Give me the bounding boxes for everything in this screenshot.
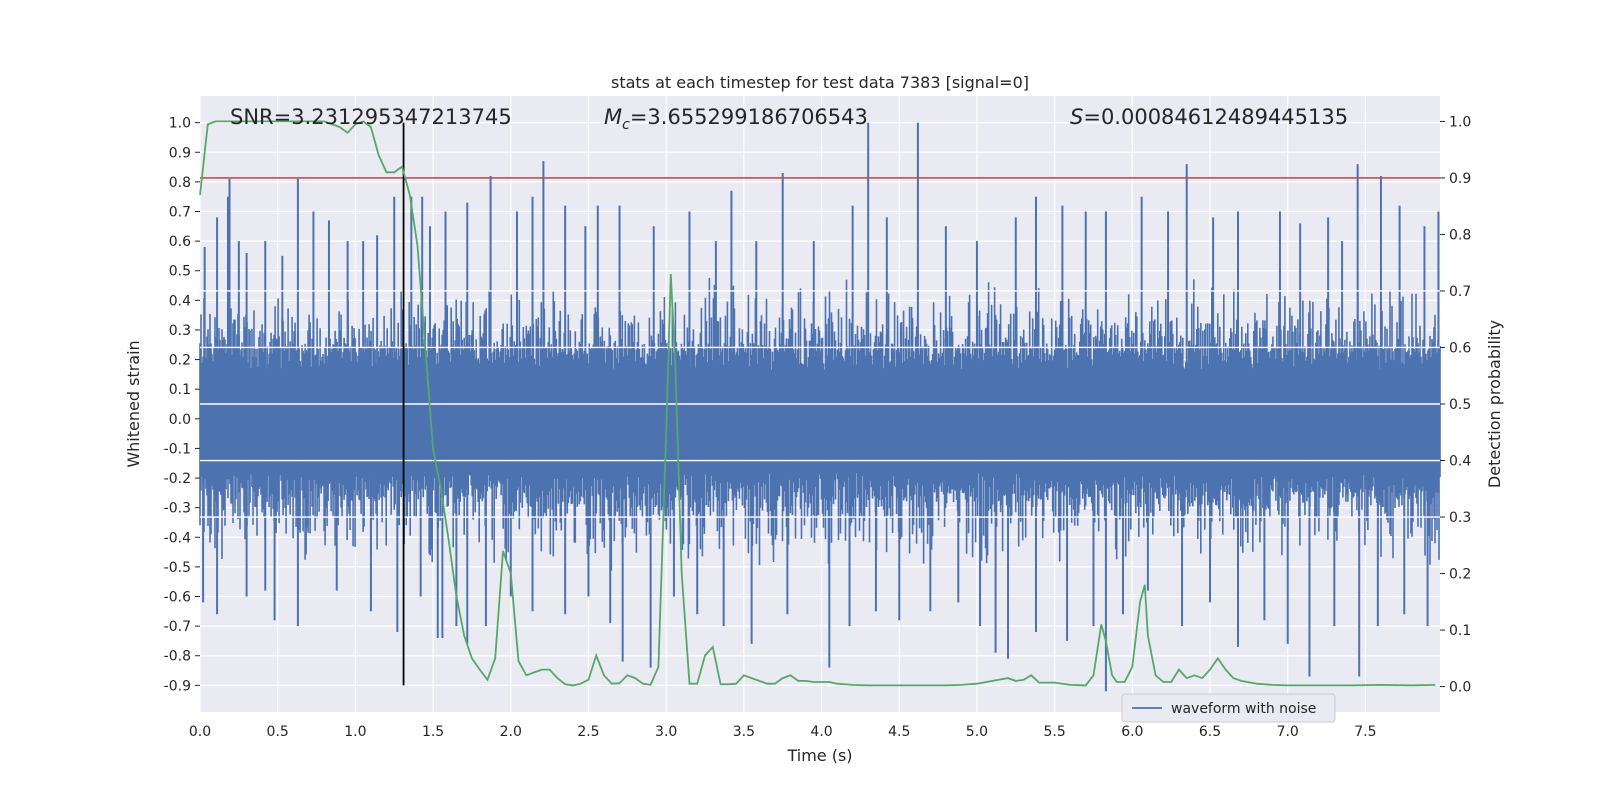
x-tick-label: 5.5: [1044, 724, 1066, 740]
x-tick-label: 1.0: [344, 724, 366, 740]
x-tick-label: 4.5: [888, 724, 910, 740]
y-right-tick-label: 0.3: [1449, 510, 1471, 526]
y-right-tick-label: 0.8: [1449, 227, 1471, 243]
y-left-tick-label: -0.7: [164, 619, 191, 635]
y-right-tick-label: 0.7: [1449, 284, 1471, 300]
legend-box: [1121, 693, 1336, 723]
y-right-axis-ticks: 1.0 0.9 0.8 0.7 0.6 0.5 0.4 0.3 0.2 0.1 0.0: [1440, 114, 1471, 696]
x-tick-label: 6.5: [1199, 724, 1221, 740]
y-right-tick-label: 0.4: [1449, 454, 1471, 470]
y-right-tick-label: 0.0: [1449, 680, 1471, 696]
chirp-mass-subscript: c: [622, 117, 630, 133]
y-left-tick-label: -0.9: [164, 678, 191, 694]
y-left-tick-label: 0.4: [169, 293, 191, 309]
chirp-mass-symbol: M: [604, 105, 622, 129]
x-tick-label: 4.0: [810, 724, 832, 740]
x-tick-label: 0.5: [267, 724, 289, 740]
x-tick-label: 3.5: [733, 724, 755, 740]
chart-title: stats at each timestep for test data 738…: [611, 73, 1029, 92]
waveform-noise-band: [199, 277, 1441, 571]
y-right-tick-label: 0.6: [1449, 340, 1471, 356]
y-left-tick-label: 0.0: [169, 412, 191, 428]
y-left-tick-label: -0.1: [164, 441, 191, 457]
chirp-mass-annotation: Mc=3.655299186706543: [604, 105, 868, 133]
legend: waveform with noise: [1121, 693, 1336, 723]
x-axis-ticks: 0.0 0.5 1.0 1.5 2.0 2.5 3.0 3.5 4.0 4.5 5.0 5.5 6.0 6…: [189, 724, 1377, 740]
y-left-tick-label: -0.2: [164, 471, 191, 487]
x-tick-label: 2.5: [577, 724, 599, 740]
y-left-tick-label: 0.7: [169, 205, 191, 221]
y-left-tick-label: -0.5: [164, 560, 191, 576]
waveform-spikes: [200, 122, 1440, 692]
y-left-tick-label: 0.1: [169, 382, 191, 398]
x-tick-label: 7.5: [1354, 724, 1376, 740]
waveform-core: [200, 374, 1440, 468]
y-right-tick-label: 0.9: [1449, 171, 1471, 187]
y-left-tick-label: 0.2: [169, 353, 191, 369]
x-tick-label: 1.5: [422, 724, 444, 740]
y-left-tick-label: 0.8: [169, 175, 191, 191]
y-left-axis-ticks: 1.0 0.9 0.8 0.7 0.6 0.5 0.4 0.3 0.2 0.1 0.0 -0.1 -0.…: [164, 116, 200, 694]
y-left-tick-label: 1.0: [169, 116, 191, 132]
x-tick-label: 3.0: [655, 724, 677, 740]
y-left-tick-label: -0.8: [164, 649, 191, 665]
x-axis-label: Time (s): [786, 746, 852, 765]
y-right-tick-label: 1.0: [1449, 114, 1471, 130]
legend-label: waveform with noise: [1171, 701, 1316, 717]
x-tick-label: 5.0: [966, 724, 988, 740]
y-left-axis-label: Whitened strain: [124, 340, 143, 467]
x-tick-label: 6.0: [1121, 724, 1143, 740]
significance-symbol: S: [1070, 105, 1083, 129]
y-left-tick-label: 0.5: [169, 264, 191, 280]
y-left-tick-label: -0.4: [164, 530, 191, 546]
y-left-tick-label: 0.9: [169, 145, 191, 161]
y-right-tick-label: 0.2: [1449, 567, 1471, 583]
chirp-mass-value: =3.655299186706543: [630, 105, 868, 129]
x-tick-label: 7.0: [1277, 724, 1299, 740]
y-right-axis-label: Detection probability: [1485, 320, 1504, 488]
snr-annotation: SNR=3.231295347213745: [230, 105, 512, 129]
y-left-tick-label: -0.3: [164, 501, 191, 517]
y-right-tick-label: 0.5: [1449, 397, 1471, 413]
y-left-tick-label: -0.6: [164, 590, 191, 606]
y-right-tick-label: 0.1: [1449, 623, 1471, 639]
y-left-tick-label: 0.6: [169, 234, 191, 250]
x-tick-label: 2.0: [500, 724, 522, 740]
significance-value: =0.00084612489445135: [1083, 105, 1348, 129]
detection-probability-line: [199, 120, 1436, 687]
y-left-tick-label: 0.3: [169, 323, 191, 339]
x-tick-label: 0.0: [189, 724, 211, 740]
significance-annotation: S=0.00084612489445135: [1070, 105, 1348, 129]
